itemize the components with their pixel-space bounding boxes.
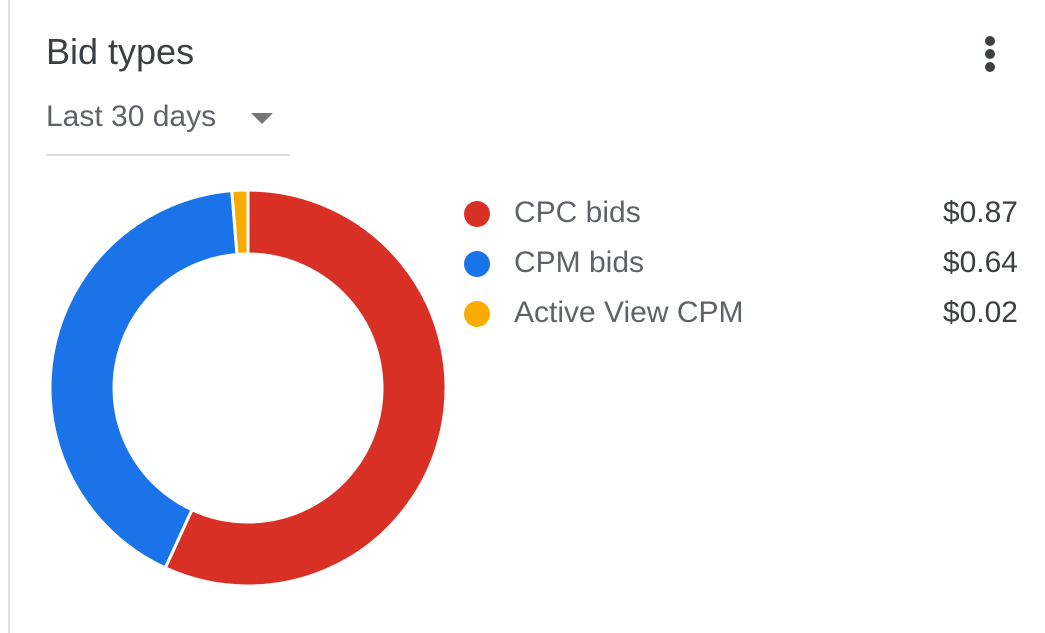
legend-value: $0.87 bbox=[942, 196, 1018, 229]
legend-swatch bbox=[464, 201, 490, 227]
legend-item[interactable]: CPC bids $0.87 bbox=[462, 190, 1018, 240]
legend-value: $0.64 bbox=[942, 246, 1018, 279]
bid-types-card: Bid types Last 30 days CPC bids $0.87 CPM … bbox=[8, 0, 1045, 633]
legend-item[interactable]: CPM bids $0.64 bbox=[462, 240, 1018, 290]
legend-label: Active View CPM bbox=[514, 296, 744, 329]
legend-item[interactable]: Active View CPM $0.02 bbox=[462, 290, 1018, 340]
donut-slice-cpc-bids[interactable] bbox=[163, 188, 448, 588]
more-options-button[interactable] bbox=[970, 30, 1010, 78]
legend-swatch bbox=[464, 251, 490, 277]
legend-label: CPC bids bbox=[514, 196, 641, 229]
dropdown-caret-icon bbox=[251, 113, 273, 124]
donut-slice-cpm-bids[interactable] bbox=[48, 189, 239, 570]
legend-swatch bbox=[464, 301, 490, 327]
date-range-dropdown[interactable]: Last 30 days bbox=[46, 96, 290, 156]
bid-types-donut-chart bbox=[48, 188, 448, 588]
legend-label: CPM bids bbox=[514, 246, 645, 279]
legend-value: $0.02 bbox=[942, 296, 1018, 329]
date-range-value: Last 30 days bbox=[46, 100, 217, 133]
donut-slice-active-view-cpm[interactable] bbox=[230, 188, 250, 257]
more-vert-icon-dot bbox=[985, 49, 995, 59]
chart-legend: CPC bids $0.87 CPM bids $0.64 Active View CP… bbox=[462, 190, 1018, 340]
more-vert-icon-dot bbox=[985, 62, 995, 72]
card-title: Bid types bbox=[46, 31, 195, 72]
more-vert-icon bbox=[985, 36, 995, 46]
